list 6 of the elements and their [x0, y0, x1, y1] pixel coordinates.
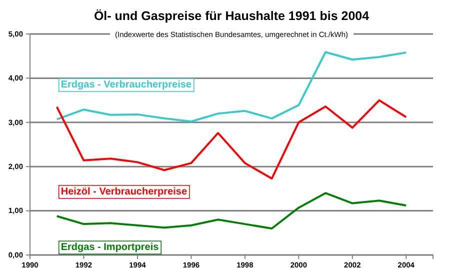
series-label: Erdgas - Importpreis	[60, 242, 160, 254]
text: Heizöl - Verbraucherpreise	[60, 186, 188, 198]
text: Erdgas - Verbraucherpreise	[60, 80, 192, 91]
chart-title: Öl- und Gaspreise für Haushalte 1991 bis 2004	[94, 9, 370, 23]
line-series	[56, 51, 408, 123]
line-series	[56, 99, 408, 180]
